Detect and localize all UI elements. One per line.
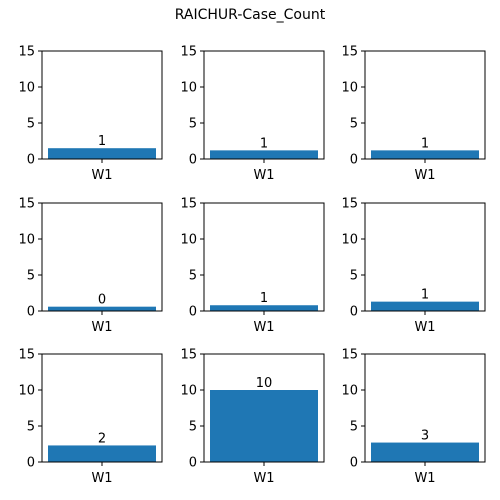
y-tick-label: 15 [180,197,197,212]
bar [48,148,156,159]
y-tick-label: 10 [18,233,35,248]
subplot-9: 3 0 5 10 15 W1 [341,348,486,486]
subplot-4: 0 0 5 10 15 W1 [18,197,163,335]
y-tick-label: 5 [27,420,35,435]
x-tick-label: W1 [91,168,112,183]
bar [48,445,156,462]
x-tick-label: W1 [253,320,274,335]
bar-value-label: 2 [98,431,106,446]
y-tick-label: 10 [18,81,35,96]
subplot-7: 2 0 5 10 15 W1 [18,348,163,486]
bar [210,390,318,462]
y-tick-label: 15 [18,197,35,212]
x-tick-label: W1 [91,471,112,486]
y-tick-label: 0 [350,305,358,320]
chart-title: RAICHUR-Case_Count [174,7,326,23]
bar-value-label: 1 [421,136,429,151]
y-tick-label: 10 [341,384,358,399]
y-tick-label: 5 [27,117,35,132]
y-tick-label: 0 [189,456,197,471]
x-tick-label: W1 [414,320,435,335]
subplot-8: 10 0 5 10 15 W1 [180,348,325,486]
x-tick-label: W1 [414,471,435,486]
y-tick-label: 15 [18,45,35,60]
bar-value-label: 1 [98,134,106,149]
y-tick-label: 0 [350,456,358,471]
y-tick-label: 5 [189,117,197,132]
bar [371,442,479,462]
y-tick-label: 0 [27,456,35,471]
y-tick-label: 5 [189,269,197,284]
y-tick-label: 10 [341,81,358,96]
y-tick-label: 5 [189,420,197,435]
bar-value-label: 1 [421,288,429,303]
bar-value-label: 0 [98,293,106,308]
bar-value-label: 3 [421,429,429,444]
y-tick-label: 5 [350,269,358,284]
x-tick-label: W1 [414,168,435,183]
y-tick-label: 5 [350,420,358,435]
y-tick-label: 15 [180,348,197,363]
y-tick-label: 0 [27,305,35,320]
y-tick-label: 15 [341,45,358,60]
bar-value-label: 10 [256,376,273,391]
y-tick-label: 0 [189,153,197,168]
y-tick-label: 15 [341,348,358,363]
bar [48,306,156,311]
y-tick-label: 15 [18,348,35,363]
y-tick-label: 10 [18,384,35,399]
y-tick-label: 10 [180,384,197,399]
x-tick-label: W1 [253,471,274,486]
y-tick-label: 10 [180,233,197,248]
x-tick-label: W1 [91,320,112,335]
y-tick-label: 5 [350,117,358,132]
y-tick-label: 0 [27,153,35,168]
bar [210,150,318,159]
bar-value-label: 1 [260,136,268,151]
y-tick-label: 0 [189,305,197,320]
y-tick-label: 10 [180,81,197,96]
x-tick-label: W1 [253,168,274,183]
bar [371,150,479,159]
y-tick-label: 15 [180,45,197,60]
bar [210,305,318,311]
y-tick-label: 15 [341,197,358,212]
bar [371,301,479,311]
y-tick-label: 10 [341,233,358,248]
y-tick-label: 5 [27,269,35,284]
bar-value-label: 1 [260,291,268,306]
y-tick-label: 0 [350,153,358,168]
